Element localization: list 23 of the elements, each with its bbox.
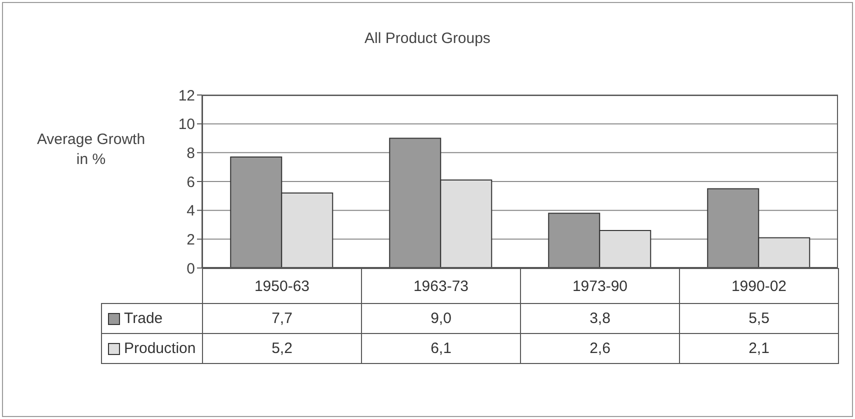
data-label: 2,1 [679,333,839,364]
y-tick-label: 10 [178,116,195,134]
y-tick-label: 6 [186,174,195,191]
x-tick-label: 1973-90 [520,268,680,304]
x-tick-label: 1950-63 [202,268,362,304]
legend-label: Trade [124,310,163,327]
y-tick-label: 4 [186,202,195,220]
y-tick-label: 12 [178,87,195,104]
data-label: 7,7 [202,303,362,334]
data-label: 2,6 [520,333,680,364]
data-label: 5,2 [202,333,362,364]
data-label: 6,1 [361,333,521,364]
x-tick-label: 1963-73 [361,268,521,304]
y-tick-label: 2 [186,231,195,248]
legend-label: Production [124,340,196,357]
data-label: 3,8 [520,303,680,334]
y-tick-label: 0 [186,260,195,278]
data-label: 9,0 [361,303,521,334]
y-axis-title: Average Growth in % [36,130,146,170]
data-label: 5,5 [679,303,839,334]
y-tick-label: 8 [186,144,195,162]
x-tick-label: 1990-02 [679,268,839,304]
chart-title: All Product Groups [364,30,492,47]
